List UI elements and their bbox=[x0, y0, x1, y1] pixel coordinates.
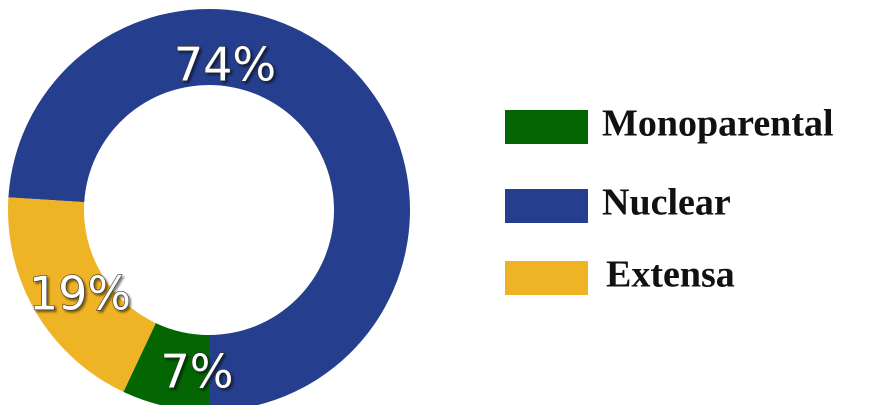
legend-swatch bbox=[505, 110, 588, 144]
legend-swatch bbox=[505, 261, 588, 295]
legend-swatch bbox=[505, 189, 588, 223]
data-label: 19% bbox=[29, 267, 131, 321]
donut-segment bbox=[123, 323, 209, 405]
legend-label: Extensa bbox=[606, 254, 735, 296]
data-label: 74% bbox=[174, 38, 276, 92]
legend-label: Nuclear bbox=[602, 182, 731, 224]
donut-segment bbox=[8, 9, 410, 405]
donut-segment bbox=[7, 197, 156, 392]
legend-label: Monoparental bbox=[602, 103, 834, 145]
data-label: 7% bbox=[161, 345, 234, 399]
